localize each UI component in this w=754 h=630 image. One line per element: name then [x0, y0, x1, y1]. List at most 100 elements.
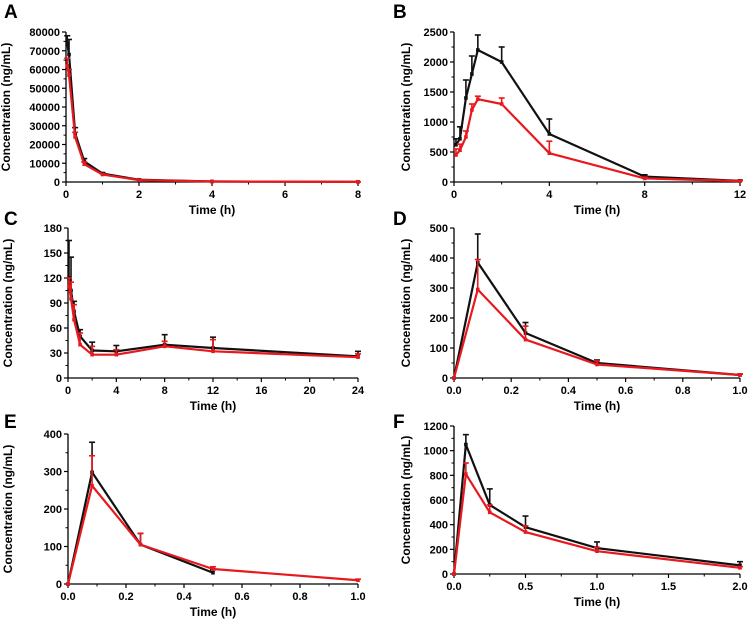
- y-tick-label: 0: [56, 373, 62, 385]
- panel-letter: E: [4, 412, 17, 433]
- series-line: [455, 98, 741, 183]
- y-tick-label: 1000: [424, 117, 448, 129]
- y-tick-label: 300: [44, 467, 62, 479]
- y-tick-label: 1500: [424, 87, 448, 99]
- panel-letter: F: [393, 412, 405, 433]
- y-tick-label: 1000: [424, 446, 448, 458]
- y-tick-label: 100: [44, 542, 62, 554]
- data-point: [470, 72, 474, 76]
- series-line: [66, 43, 359, 183]
- y-tick-label: 10000: [29, 158, 60, 170]
- data-point: [114, 352, 119, 357]
- series-2: [66, 454, 361, 586]
- y-tick-label: 600: [430, 495, 448, 507]
- y-tick-label: 70000: [29, 46, 60, 58]
- x-tick-label: 0.6: [234, 591, 249, 603]
- y-tick-label: 0: [56, 579, 62, 591]
- panel-letter: D: [393, 209, 407, 230]
- x-tick-label: 4: [209, 189, 216, 201]
- x-tick-label: 1.5: [661, 581, 676, 593]
- data-point: [138, 542, 143, 547]
- data-point: [73, 135, 77, 139]
- chart-panel-d: D 0.0 0.2 0.4 0.6 0.8 1.0 0 100 200 300 400 500 Time …: [393, 209, 748, 413]
- y-tick-label: 60: [50, 323, 62, 335]
- data-point: [499, 102, 504, 106]
- data-point: [454, 153, 458, 157]
- data-point: [452, 376, 456, 380]
- y-tick-label: 0: [442, 569, 448, 581]
- data-point: [475, 287, 480, 292]
- x-tick-label: 2: [136, 189, 142, 201]
- data-point: [65, 63, 70, 68]
- x-tick-label: 0.4: [176, 591, 192, 603]
- data-point: [738, 179, 742, 183]
- y-tick-label: 150: [44, 248, 62, 260]
- x-axis-title: Time (h): [574, 595, 620, 609]
- panel-letter: B: [393, 2, 407, 23]
- data-point: [162, 344, 167, 349]
- data-point: [487, 510, 492, 515]
- data-point: [210, 179, 214, 184]
- data-point: [90, 352, 94, 357]
- y-tick-label: 400: [44, 429, 62, 441]
- data-point: [211, 349, 215, 354]
- x-tick-label: 0.0: [446, 581, 461, 593]
- series-line: [66, 471, 214, 585]
- series-2: [66, 277, 361, 359]
- x-tick-label: 1.0: [350, 591, 365, 603]
- x-tick-label: 8: [642, 189, 648, 201]
- y-tick-label: 1200: [424, 421, 448, 433]
- x-tick-label: 0.8: [675, 385, 690, 397]
- data-point: [464, 96, 468, 100]
- x-tick-label: 12: [734, 189, 746, 201]
- y-axis-title: Concentration (ng/mL): [0, 43, 13, 172]
- x-axis-title: Time (h): [190, 605, 236, 619]
- y-tick-label: 400: [430, 253, 448, 265]
- chart-panel-e: E 0.0 0.2 0.4 0.6 0.8 1.0 0 100 200 300 400 Time (h)…: [1, 412, 366, 619]
- data-point: [499, 60, 504, 64]
- y-tick-label: 2000: [424, 57, 448, 69]
- series-2: [64, 57, 361, 184]
- y-tick-label: 200: [44, 504, 62, 516]
- chart-panel-a: A 0 2 4 6 8 0 10000 20000 30000 40000 50000 60000 700…: [0, 2, 361, 217]
- x-tick-label: 1.0: [589, 581, 604, 593]
- data-point: [738, 566, 742, 570]
- x-tick-label: 16: [255, 385, 267, 397]
- series-2: [452, 95, 743, 183]
- series-1: [452, 433, 743, 576]
- x-tick-label: 20: [304, 385, 316, 397]
- x-tick-label: 0: [451, 189, 457, 201]
- x-tick-label: 0.5: [518, 581, 533, 593]
- data-point: [66, 582, 70, 586]
- series-line: [452, 473, 741, 575]
- series-line: [66, 65, 359, 183]
- x-axis-title: Time (h): [574, 203, 620, 217]
- data-point: [470, 108, 474, 112]
- y-axis-title: Concentration (ng/mL): [1, 445, 15, 574]
- y-axis-title: Concentration (ng/mL): [399, 239, 413, 368]
- data-point: [90, 483, 94, 488]
- y-tick-label: 200: [430, 544, 448, 556]
- data-point: [137, 178, 141, 182]
- x-tick-label: 0.0: [446, 385, 461, 397]
- series-2: [452, 462, 743, 576]
- x-tick-label: 24: [352, 385, 365, 397]
- data-point: [67, 284, 71, 289]
- series-1: [452, 34, 743, 183]
- x-axis-title: Time (h): [190, 399, 236, 413]
- data-point: [82, 162, 87, 166]
- y-tick-label: 300: [430, 283, 448, 295]
- x-tick-label: 0.2: [504, 385, 519, 397]
- y-tick-label: 2500: [424, 27, 448, 39]
- y-tick-label: 0: [442, 177, 448, 189]
- y-tick-label: 60000: [29, 65, 60, 77]
- data-point: [595, 549, 599, 553]
- data-point: [523, 337, 528, 342]
- data-point: [738, 373, 742, 377]
- data-point: [67, 52, 71, 57]
- series-1: [66, 441, 216, 586]
- y-tick-label: 100: [430, 343, 448, 355]
- chart-panel-b: B 0 4 8 12 0 500 1000 1500 2000 2500 Time (h) Concen…: [393, 2, 746, 217]
- x-tick-label: 8: [355, 189, 361, 201]
